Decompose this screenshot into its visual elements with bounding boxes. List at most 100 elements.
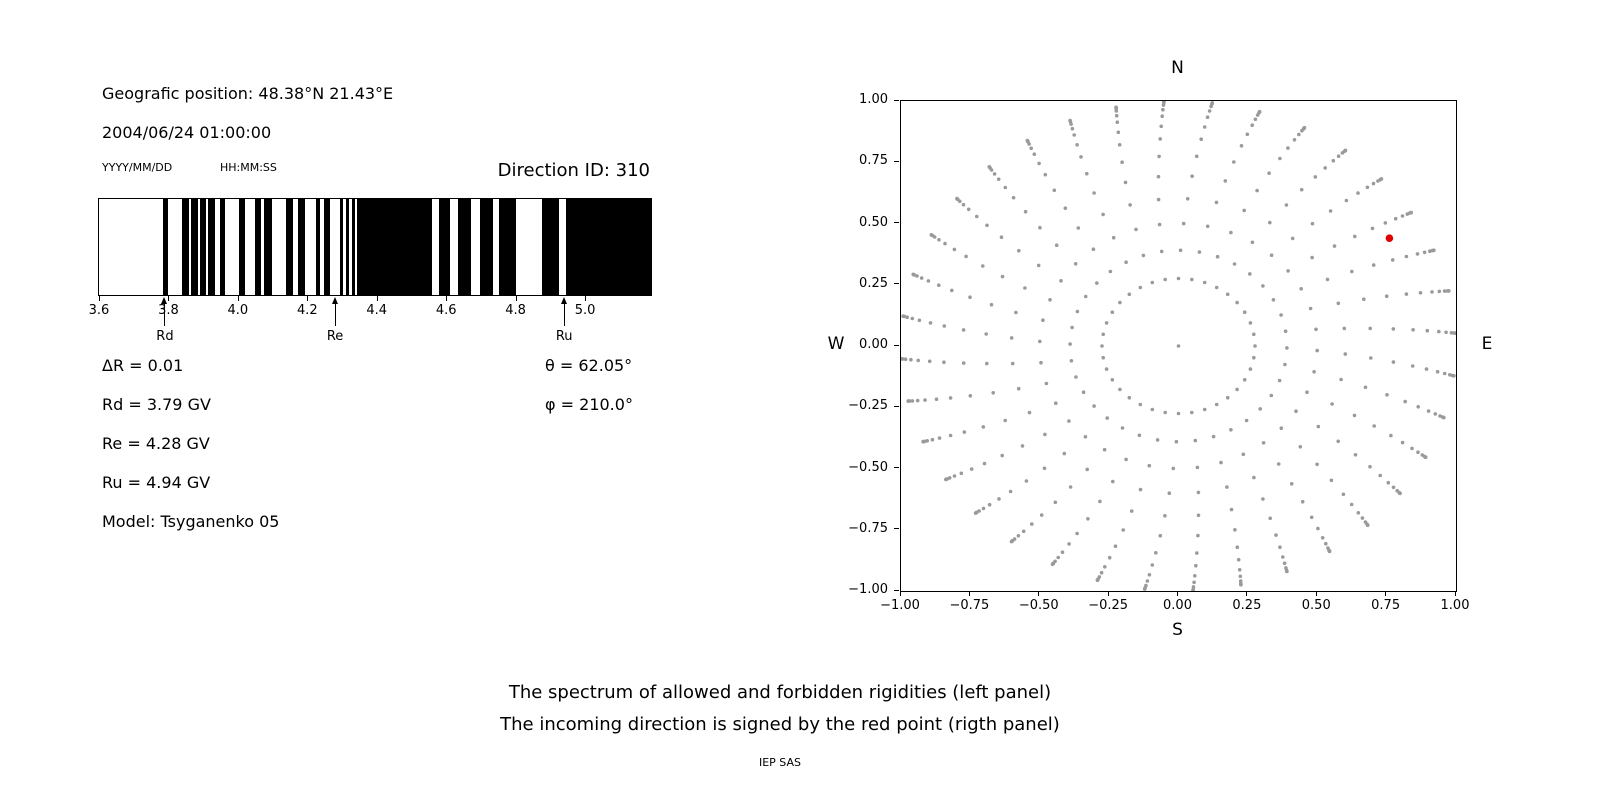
grid-dot [1114, 105, 1118, 110]
grid-dot [961, 202, 966, 207]
grid-dot [1215, 254, 1220, 259]
direction-y-tick [894, 160, 899, 162]
grid-dot [1286, 146, 1290, 150]
grid-dot [1232, 160, 1236, 164]
grid-dot [1159, 249, 1164, 254]
grid-dot [1190, 174, 1194, 178]
grid-dot [1444, 330, 1448, 335]
grid-dot [903, 357, 908, 362]
spectrum-x-tick [307, 296, 309, 301]
grid-dot [944, 477, 948, 482]
grid-dot [1362, 297, 1366, 301]
grid-dot [1000, 274, 1005, 279]
direction-x-tick-label: 1.00 [1440, 598, 1470, 613]
spectrum-band [208, 199, 215, 295]
grid-dot [1054, 243, 1059, 247]
grid-dot [1081, 390, 1086, 395]
direction-x-tick [1177, 591, 1178, 596]
grid-dot [1223, 179, 1228, 183]
grid-dot [1211, 434, 1216, 439]
grid-dot [1100, 344, 1104, 348]
grid-dot [1426, 409, 1431, 413]
direction-y-tick-label: 1.00 [859, 92, 888, 107]
grid-dot [1010, 361, 1015, 366]
grid-dot [1289, 482, 1294, 486]
grid-dot [1310, 221, 1315, 226]
grid-dot [1248, 367, 1253, 371]
direction-y-tick-label: −1.00 [848, 582, 888, 597]
grid-dot [1315, 348, 1319, 353]
direction-x-tick-label: 0.75 [1371, 598, 1401, 613]
grid-dot [1073, 262, 1078, 266]
spectrum-band [315, 199, 321, 295]
grid-dot [1202, 125, 1207, 129]
direction-x-tick [1385, 591, 1387, 596]
grid-dot [1054, 401, 1058, 406]
geographic-position-label: Geografic position: 48.38°N 21.43°E [102, 84, 394, 103]
grid-dot [1409, 210, 1413, 215]
grid-dot [1085, 171, 1089, 176]
grid-dot [1282, 561, 1287, 566]
direction-y-tick [894, 344, 899, 346]
grid-dot [1276, 462, 1281, 466]
grid-dot [1079, 155, 1083, 159]
grid-dot [1352, 413, 1357, 418]
direction-y-tick [894, 283, 899, 285]
grid-dot [1014, 310, 1018, 315]
direction-y-tick [894, 589, 899, 591]
grid-dot [943, 241, 947, 246]
grid-dot [1138, 487, 1143, 492]
grid-dot [1048, 298, 1052, 302]
compass-south-label: S [1172, 620, 1183, 640]
grid-dot [1261, 441, 1266, 445]
grid-dot [1356, 191, 1360, 195]
grid-dot [1174, 439, 1179, 444]
grid-dot [1104, 321, 1109, 325]
grid-dot [1252, 332, 1256, 337]
grid-dot [1239, 144, 1244, 148]
grid-dot [1161, 107, 1165, 112]
grid-dot [1016, 534, 1021, 538]
grid-dot [1315, 462, 1319, 467]
grid-dot [1447, 289, 1451, 293]
spectrum-x-tick [168, 296, 170, 301]
grid-dot [1294, 409, 1298, 414]
grid-dot [1363, 385, 1368, 390]
direction-x-tick [1315, 591, 1317, 596]
grid-dot [1415, 252, 1420, 256]
grid-dot [937, 283, 941, 287]
date-format-hint: YYYY/MM/DD [102, 161, 173, 174]
grid-dot [1176, 411, 1181, 416]
grid-dot [1062, 451, 1067, 456]
grid-dot [1329, 478, 1334, 483]
grid-dot [1020, 444, 1025, 448]
spectrum-cutoff-markers: Rd Re Ru [99, 297, 651, 349]
grid-dot [1085, 467, 1089, 472]
ru-value-label: Ru = 4.94 GV [102, 473, 211, 492]
phi-value-label: φ = 210.0° [545, 395, 633, 414]
red-direction-point [1385, 234, 1394, 242]
spectrum-band [565, 199, 651, 295]
grid-dot [1009, 336, 1014, 340]
grid-dot [934, 397, 939, 402]
grid-dot [1138, 285, 1143, 290]
grid-dot [1114, 113, 1119, 118]
grid-dot [911, 272, 915, 277]
grid-dot [950, 288, 954, 293]
grid-dot [1225, 292, 1230, 297]
grid-dot [1252, 475, 1256, 480]
compass-west-label: W [827, 334, 845, 354]
grid-dot [1107, 555, 1112, 560]
up-arrow-icon [331, 297, 338, 304]
spectrum-band [351, 199, 355, 295]
spectrum-x-tick-label: 4.6 [435, 303, 457, 318]
grid-dot [1156, 197, 1161, 202]
grid-dot [1016, 386, 1021, 391]
grid-dot [1190, 277, 1194, 282]
spectrum-band [498, 199, 516, 295]
grid-dot [1336, 439, 1340, 444]
direction-id-label: Direction ID: 310 [497, 160, 650, 181]
grid-dot [1147, 573, 1152, 577]
direction-y-tick-label: 0.00 [859, 337, 888, 352]
grid-dot [1410, 364, 1415, 368]
